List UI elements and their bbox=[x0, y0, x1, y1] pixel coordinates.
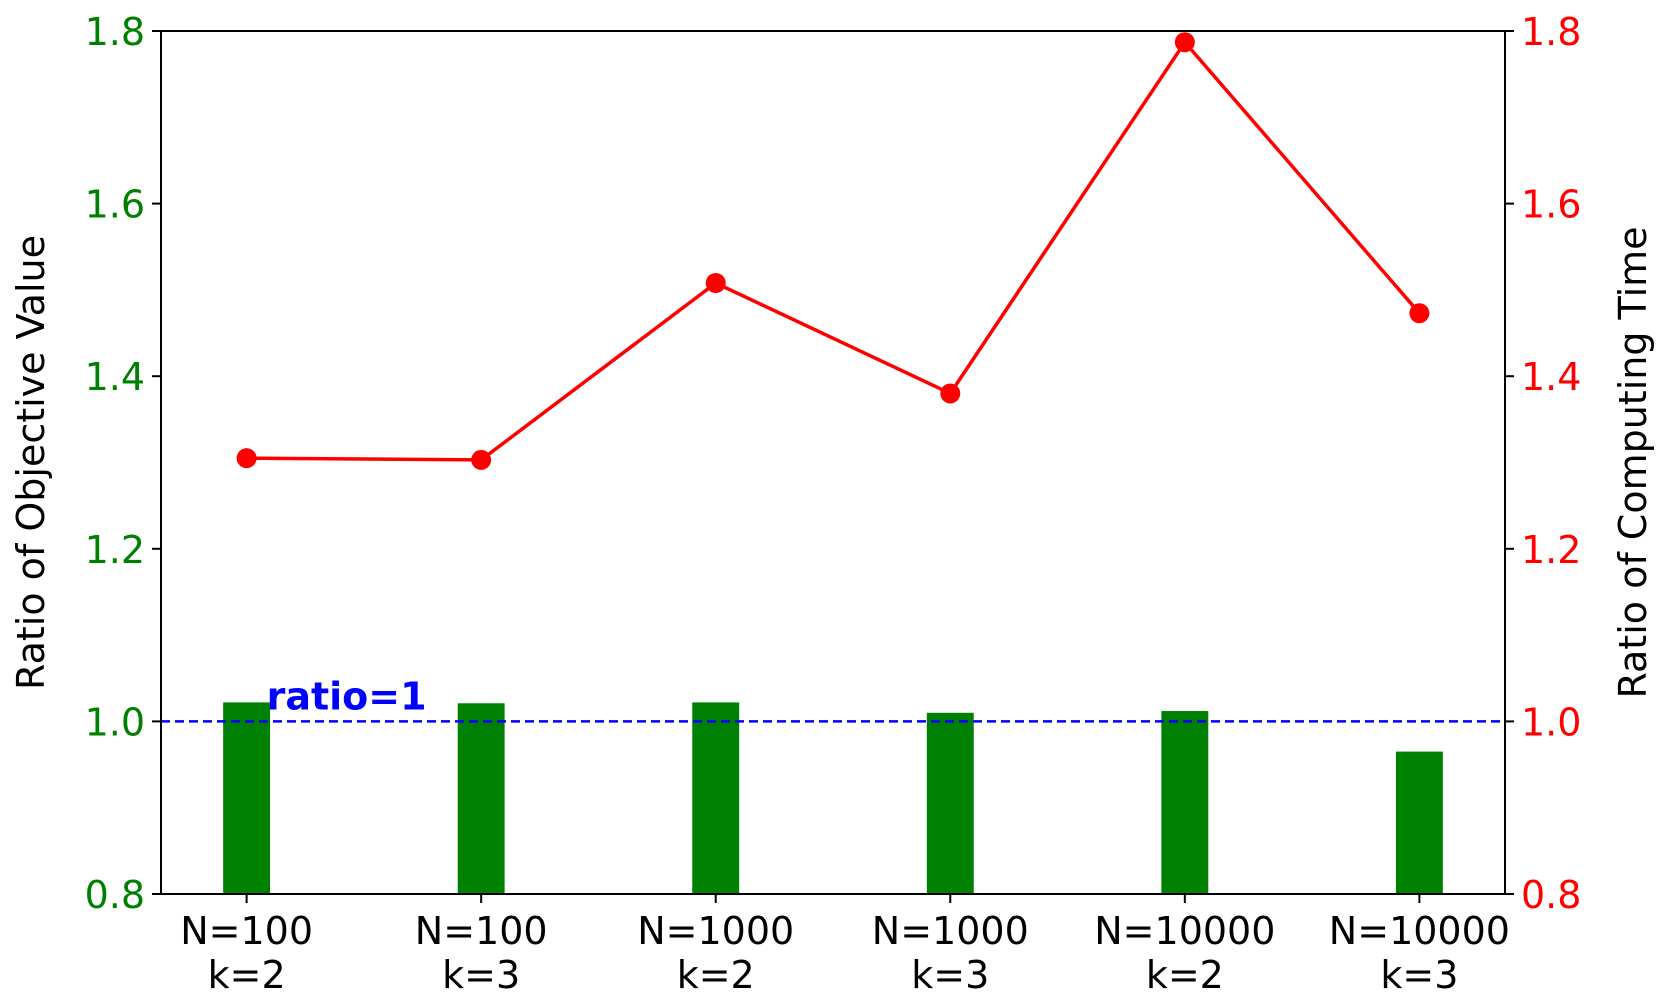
plot-frame bbox=[160, 30, 1506, 895]
line-point bbox=[705, 272, 726, 293]
y-tick-label: 1.8 bbox=[85, 10, 145, 54]
y-tick-label: 1.4 bbox=[85, 355, 145, 399]
y2-tick-label: 1.8 bbox=[1521, 10, 1581, 54]
x-tick-label: k=3 bbox=[1380, 953, 1458, 997]
x-tick-label: N=10000 bbox=[1329, 909, 1510, 953]
line-point bbox=[1409, 303, 1430, 324]
line bbox=[246, 39, 1421, 462]
bar bbox=[457, 703, 505, 894]
y2-tick-label: 1.4 bbox=[1521, 355, 1581, 399]
line-point bbox=[236, 448, 257, 469]
y2-tick-label: 1.0 bbox=[1521, 700, 1581, 744]
y2-tick-label: 0.8 bbox=[1521, 873, 1581, 917]
x-tick-label: k=2 bbox=[677, 953, 755, 997]
reference-label: ratio=1 bbox=[267, 674, 427, 718]
x-tick-label: k=2 bbox=[1146, 953, 1224, 997]
line-point bbox=[1174, 32, 1195, 53]
bar bbox=[692, 702, 740, 894]
y-tick-label: 1.0 bbox=[85, 700, 145, 744]
y2-tick-label: 1.6 bbox=[1521, 183, 1581, 227]
x-tick-label: k=2 bbox=[208, 953, 286, 997]
x-tick-label: N=100 bbox=[415, 909, 548, 953]
bar bbox=[1395, 751, 1443, 894]
y-tick-label: 1.2 bbox=[85, 528, 145, 572]
y2-tick-label: 1.2 bbox=[1521, 528, 1581, 572]
x-tick-label: N=1000 bbox=[637, 909, 794, 953]
y-tick-label: 1.6 bbox=[85, 183, 145, 227]
bar bbox=[223, 702, 271, 894]
line-point bbox=[940, 383, 961, 404]
bar bbox=[926, 712, 974, 894]
x-tick-label: N=100 bbox=[180, 909, 313, 953]
y-axis-label: Ratio of Objective Value bbox=[9, 235, 53, 690]
x-tick-label: k=3 bbox=[442, 953, 520, 997]
y-tick-label: 0.8 bbox=[85, 873, 145, 917]
x-tick-label: k=3 bbox=[911, 953, 989, 997]
line-point bbox=[471, 449, 492, 470]
x-tick-label: N=10000 bbox=[1094, 909, 1275, 953]
x-tick-label: N=1000 bbox=[872, 909, 1029, 953]
bar bbox=[1161, 711, 1209, 894]
y2-axis-label: Ratio of Computing Time bbox=[1611, 226, 1655, 698]
